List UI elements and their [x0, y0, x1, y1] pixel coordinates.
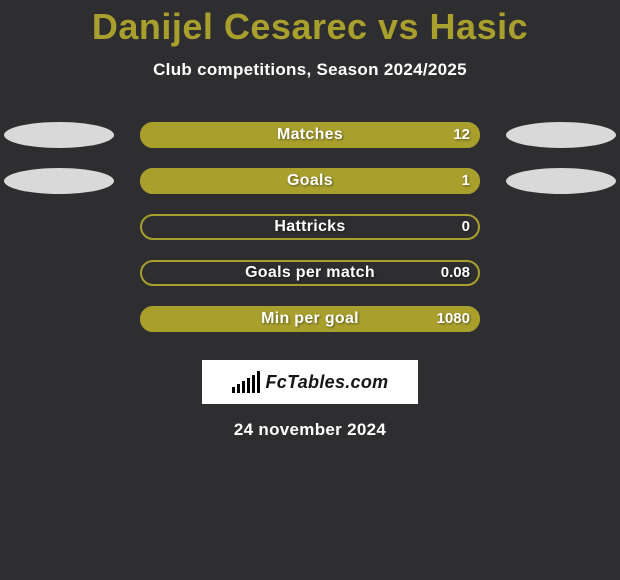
player-ellipse-left: [4, 122, 114, 148]
date-text: 24 november 2024: [0, 420, 620, 440]
bar-value: 0.08: [140, 260, 470, 286]
logo-bar-segment: [242, 381, 245, 393]
stat-row: Goals per match0.08: [0, 260, 620, 306]
logo-bar-segment: [232, 387, 235, 393]
player-ellipse-left: [4, 168, 114, 194]
bar-value: 0: [140, 214, 470, 240]
stat-row: Matches12: [0, 122, 620, 168]
logo-bar-segment: [247, 378, 250, 393]
logo-text: FcTables.com: [266, 372, 389, 393]
bar-value: 1: [140, 168, 470, 194]
player-ellipse-right: [506, 122, 616, 148]
bar-value: 1080: [140, 306, 470, 332]
stat-row: Min per goal1080: [0, 306, 620, 352]
logo-bars-icon: [232, 371, 260, 393]
stat-rows: Matches12Goals1Hattricks0Goals per match…: [0, 122, 620, 352]
page-root: Danijel Cesarec vs Hasic Club competitio…: [0, 0, 620, 580]
logo-bar-segment: [252, 375, 255, 393]
page-subtitle: Club competitions, Season 2024/2025: [0, 60, 620, 80]
bar-value: 12: [140, 122, 470, 148]
logo-bar-segment: [237, 384, 240, 393]
stat-row: Goals1: [0, 168, 620, 214]
logo-block: FcTables.com: [202, 360, 418, 404]
player-ellipse-right: [506, 168, 616, 194]
stat-row: Hattricks0: [0, 214, 620, 260]
logo-bar-segment: [257, 371, 260, 393]
page-title: Danijel Cesarec vs Hasic: [0, 6, 620, 48]
